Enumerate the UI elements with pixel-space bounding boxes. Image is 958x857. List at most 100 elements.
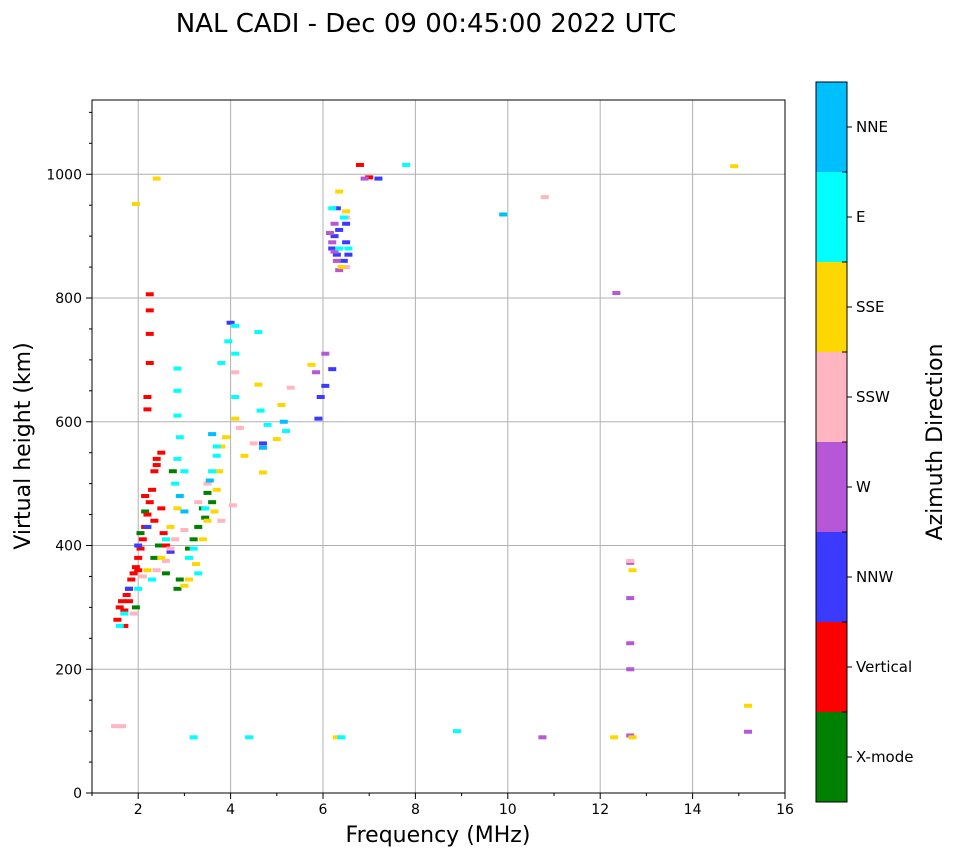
- data-point-e: [171, 481, 180, 486]
- data-point-vertical: [355, 162, 364, 167]
- data-point-ssw: [249, 441, 258, 446]
- data-point-sse: [258, 470, 267, 475]
- y-tick-label: 800: [55, 291, 82, 307]
- data-point-vertical: [129, 571, 138, 576]
- data-point-nnw: [316, 395, 325, 399]
- data-point-sse: [215, 469, 224, 474]
- data-point-x-mode: [154, 543, 163, 548]
- data-point-vertical: [115, 605, 124, 610]
- data-point-w: [328, 240, 337, 245]
- data-point-vertical: [143, 512, 152, 517]
- data-point-ssw: [166, 546, 175, 551]
- data-point-nne: [175, 494, 184, 498]
- colorbar-segment: [816, 622, 847, 712]
- data-point-e: [254, 330, 263, 335]
- data-point-vertical: [150, 469, 159, 474]
- data-point-vertical: [120, 608, 129, 613]
- data-point-sse: [272, 437, 281, 442]
- data-point-w: [626, 641, 635, 646]
- data-point-ssw: [129, 611, 138, 616]
- data-point-vertical: [365, 175, 374, 180]
- data-point-nnw: [124, 586, 133, 591]
- data-point-vertical: [143, 407, 152, 412]
- data-point-e: [256, 408, 265, 413]
- data-point-e: [231, 323, 240, 328]
- colorbar-tick-label: X-mode: [856, 748, 913, 766]
- data-point-w: [335, 268, 344, 273]
- data-point-sse: [212, 487, 221, 492]
- data-point-e: [231, 351, 240, 356]
- data-point-vertical: [120, 623, 129, 628]
- data-point-vertical: [161, 543, 170, 548]
- data-point-sse: [342, 209, 351, 214]
- colorbar-frame: [815, 81, 848, 803]
- y-axis-label: Virtual height (km): [11, 342, 36, 549]
- data-point-x-mode: [208, 500, 217, 505]
- data-point-x-mode: [173, 586, 182, 591]
- x-tick-label: 10: [499, 802, 517, 818]
- data-point-w: [312, 370, 321, 375]
- data-point-sse: [198, 537, 207, 542]
- data-point-e: [263, 422, 272, 427]
- data-point-nnw: [330, 234, 339, 239]
- data-point-e: [120, 611, 129, 616]
- plot-background: [92, 100, 785, 793]
- data-point-vertical: [145, 500, 154, 505]
- data-point-w: [332, 258, 341, 263]
- data-point-ssw: [203, 481, 212, 486]
- colorbar-tick-label: SSW: [856, 388, 890, 406]
- x-axis-ticks: 2 4 6 8 10 12 14 16: [91, 793, 794, 818]
- data-point-sse: [610, 735, 619, 740]
- colorbar-segment: [816, 442, 847, 532]
- data-point-e: [173, 388, 182, 393]
- data-point-e: [201, 506, 210, 511]
- data-point-vertical: [145, 360, 154, 365]
- data-point-x-mode: [203, 490, 212, 495]
- y-axis-ticks: 0 200 400 600 800 1000: [46, 111, 92, 802]
- y-tick-label: 1000: [46, 167, 82, 183]
- data-point-vertical: [152, 463, 161, 468]
- data-point-sse: [131, 201, 140, 206]
- data-point-sse: [221, 435, 230, 440]
- colorbar-tick-label: NNE: [856, 118, 888, 136]
- data-point-w: [744, 729, 753, 734]
- y-tick-label: 200: [55, 662, 82, 678]
- data-point-sse: [203, 518, 212, 523]
- data-point-sse: [277, 403, 286, 408]
- data-point-w: [626, 596, 635, 601]
- data-point-nnw: [258, 441, 267, 446]
- data-point-vertical: [157, 450, 166, 455]
- data-point-sse: [337, 265, 346, 270]
- data-point-nnw: [335, 227, 344, 232]
- data-point-e: [217, 360, 226, 365]
- data-point-sse: [628, 735, 637, 740]
- data-point-w: [626, 667, 635, 672]
- data-point-vertical: [143, 395, 152, 399]
- data-point-nnw: [143, 524, 152, 529]
- y-tick-label: 0: [73, 786, 82, 802]
- data-point-nnw: [342, 221, 351, 226]
- data-point-e: [173, 456, 182, 461]
- data-point-x-mode: [141, 509, 150, 514]
- data-point-e: [339, 215, 348, 220]
- data-point-x-mode: [168, 469, 177, 474]
- data-point-sse: [335, 189, 344, 194]
- colorbar-segment: [816, 172, 847, 262]
- data-point-nne: [205, 478, 214, 483]
- data-point-vertical: [113, 617, 122, 622]
- data-point-vertical: [127, 577, 136, 582]
- data-point-ssw: [231, 370, 240, 375]
- data-point-vertical: [122, 593, 131, 597]
- x-axis-label: Frequency (MHz): [346, 823, 531, 848]
- data-point-vertical: [134, 568, 143, 573]
- data-point-e: [208, 469, 217, 474]
- data-point-sse: [166, 524, 175, 529]
- data-point-e: [337, 735, 346, 740]
- data-point-vertical: [157, 506, 166, 511]
- plot-area: 2 4 6 8 10 12 14 16 0 200 400 600 800 1000: [46, 99, 794, 818]
- x-tick-label: 16: [776, 802, 794, 818]
- data-point-e: [231, 395, 240, 399]
- data-point-sse: [240, 453, 249, 458]
- data-point-x-mode: [175, 577, 184, 582]
- data-point-nnw: [314, 416, 323, 421]
